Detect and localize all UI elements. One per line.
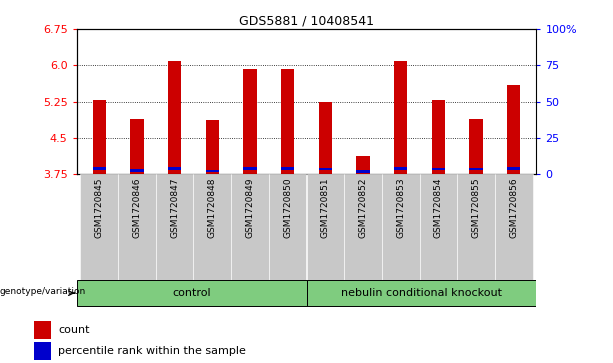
Text: percentile rank within the sample: percentile rank within the sample — [58, 346, 246, 356]
Bar — [419, 174, 457, 280]
Bar — [394, 61, 407, 174]
Bar — [93, 100, 106, 174]
Bar — [168, 167, 181, 170]
Bar — [206, 120, 219, 174]
Text: GSM1720856: GSM1720856 — [509, 178, 518, 238]
Bar — [281, 167, 294, 170]
Bar — [507, 167, 520, 170]
Bar — [194, 174, 231, 280]
Text: control: control — [172, 288, 211, 298]
Bar — [356, 156, 370, 174]
Bar — [281, 69, 294, 174]
Bar — [507, 85, 520, 174]
Text: genotype/variation: genotype/variation — [0, 287, 85, 296]
Bar — [77, 280, 306, 306]
Bar — [470, 119, 482, 174]
Bar — [156, 174, 194, 280]
Bar — [168, 61, 181, 174]
Bar — [319, 168, 332, 170]
Bar — [345, 174, 382, 280]
Text: GSM1720852: GSM1720852 — [359, 178, 368, 238]
Text: GSM1720855: GSM1720855 — [471, 178, 481, 238]
Bar — [206, 170, 219, 172]
Bar — [356, 171, 370, 173]
Bar — [34, 321, 51, 339]
Bar — [118, 174, 156, 280]
Bar — [131, 119, 143, 174]
Bar — [319, 102, 332, 174]
Text: GSM1720848: GSM1720848 — [208, 178, 217, 238]
Bar — [495, 174, 533, 280]
Text: GSM1720849: GSM1720849 — [245, 178, 254, 238]
Bar — [382, 174, 419, 280]
Title: GDS5881 / 10408541: GDS5881 / 10408541 — [239, 15, 374, 28]
Text: GSM1720845: GSM1720845 — [95, 178, 104, 238]
Bar — [269, 174, 306, 280]
Bar — [243, 69, 257, 174]
Bar — [432, 100, 445, 174]
Bar — [306, 280, 536, 306]
Text: GSM1720853: GSM1720853 — [396, 178, 405, 238]
Bar — [470, 168, 482, 170]
Bar — [93, 167, 106, 170]
Text: count: count — [58, 325, 89, 335]
Text: GSM1720850: GSM1720850 — [283, 178, 292, 238]
Bar — [243, 167, 257, 170]
Bar — [457, 174, 495, 280]
Text: GSM1720846: GSM1720846 — [132, 178, 142, 238]
Bar — [306, 174, 344, 280]
Bar — [432, 168, 445, 170]
Bar — [80, 174, 118, 280]
Bar — [231, 174, 268, 280]
Bar — [394, 167, 407, 170]
Text: GSM1720847: GSM1720847 — [170, 178, 179, 238]
Bar — [34, 342, 51, 360]
Text: GSM1720854: GSM1720854 — [434, 178, 443, 238]
Text: nebulin conditional knockout: nebulin conditional knockout — [341, 288, 502, 298]
Bar — [131, 169, 143, 172]
Text: GSM1720851: GSM1720851 — [321, 178, 330, 238]
